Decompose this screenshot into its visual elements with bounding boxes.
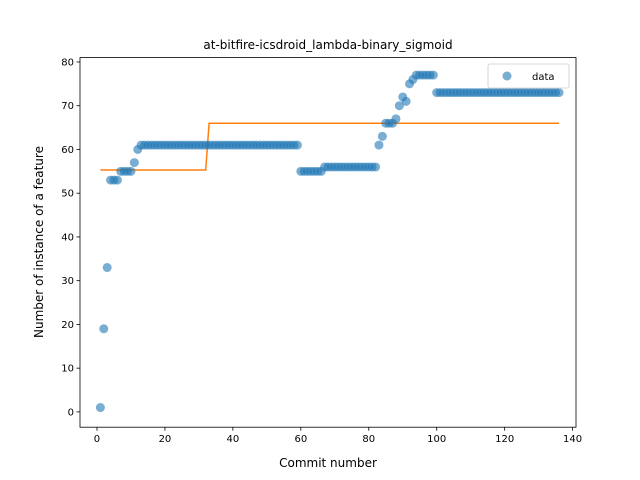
y-tick-label: 60	[61, 145, 74, 156]
data-point	[102, 263, 112, 273]
legend-label-data: data	[532, 72, 555, 83]
legend-box	[487, 63, 570, 89]
data-point	[374, 140, 384, 150]
y-tick-label: 80	[61, 57, 74, 68]
x-tick-label: 120	[495, 434, 514, 445]
axes-frame	[79, 57, 577, 428]
plot-area	[95, 70, 564, 413]
y-tick-label: 10	[61, 364, 74, 375]
x-tick-label: 0	[94, 434, 100, 445]
y-tick-label: 70	[61, 101, 74, 112]
data-point	[126, 166, 136, 176]
data-point	[99, 324, 109, 334]
x-tick-label: 100	[427, 434, 446, 445]
x-axis-title: Commit number	[279, 456, 377, 470]
data-point	[377, 131, 387, 141]
x-axis: 0 20 40 60 80 100 120 140	[94, 427, 582, 445]
data-point	[428, 70, 438, 80]
chart-title: at-bitfire-icsdroid_lambda-binary_sigmoi…	[203, 38, 452, 52]
x-tick-label: 40	[227, 434, 240, 445]
x-tick-label: 80	[362, 434, 375, 445]
data-point	[391, 114, 401, 124]
data-point	[554, 88, 564, 98]
data-point	[292, 140, 302, 150]
y-axis-title: Number of instance of a feature	[32, 146, 46, 338]
y-tick-label: 0	[68, 407, 74, 418]
y-axis: 0 10 20 30 40 50 60 70 80	[61, 57, 80, 418]
y-tick-label: 40	[61, 232, 74, 243]
data-point	[371, 162, 381, 172]
data-point	[394, 101, 404, 111]
legend: data	[487, 63, 570, 89]
y-tick-label: 50	[61, 189, 74, 200]
y-tick-label: 30	[61, 276, 74, 287]
x-tick-label: 140	[563, 434, 582, 445]
x-tick-label: 20	[159, 434, 172, 445]
legend-marker-data	[502, 71, 512, 81]
data-point	[401, 96, 411, 106]
x-tick-label: 60	[294, 434, 307, 445]
y-tick-label: 20	[61, 320, 74, 331]
data-point	[112, 175, 122, 185]
data-point	[95, 403, 105, 413]
data-point	[129, 158, 139, 168]
